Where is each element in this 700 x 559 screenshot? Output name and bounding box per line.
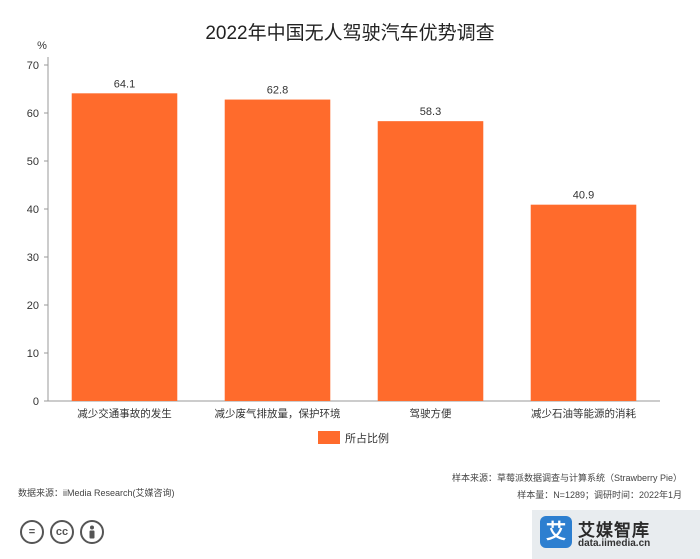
brand-logo: 艾 [540, 516, 572, 548]
brand-block: 艾 艾媒智库 data.iimedia.cn [532, 510, 700, 559]
data-label: 64.1 [114, 78, 135, 90]
bar-chart: % 0 10 20 30 40 50 60 70 64.1 减少交通事故的发生 62.8 减少废气排放量… [27, 40, 660, 445]
x-tick-label: 驾驶方便 [410, 407, 452, 420]
y-tick-label: 20 [27, 300, 39, 312]
y-tick-label: 60 [27, 108, 39, 120]
person-icon [80, 520, 104, 544]
brand-name: 艾媒智库 [578, 521, 650, 540]
bar [224, 99, 331, 401]
data-source: 数据来源：iiMedia Research(艾媒咨询) [18, 488, 175, 498]
x-tick-label: 减少交通事故的发生 [77, 407, 172, 420]
y-tick-label: 30 [27, 252, 39, 264]
bar [377, 121, 484, 401]
equals-icon: = [20, 520, 44, 544]
legend-label: 所占比例 [345, 431, 389, 445]
data-label: 58.3 [420, 106, 441, 118]
license-icons: = cc [20, 520, 104, 544]
legend-swatch [318, 431, 340, 444]
y-tick-label: 10 [27, 348, 39, 360]
x-tick-label: 减少石油等能源的消耗 [531, 407, 636, 420]
y-tick-label: 50 [27, 156, 39, 168]
y-tick-label: 0 [33, 396, 39, 408]
x-tick-label: 减少废气排放量，保护环境 [215, 407, 341, 420]
y-axis-unit: % [37, 40, 47, 52]
cc-icon: cc [50, 520, 74, 544]
chart-title: 2022年中国无人驾驶汽车优势调查 [205, 23, 495, 44]
y-tick-label: 70 [27, 60, 39, 72]
sample-notes: 样本来源：草莓派数据调查与计算系统（Strawberry Pie） 样本量：N=… [452, 470, 682, 504]
bar [530, 204, 637, 401]
y-tick-label: 40 [27, 204, 39, 216]
sample-source: 样本来源：草莓派数据调查与计算系统（Strawberry Pie） [451, 473, 682, 483]
bar [71, 93, 178, 401]
data-label: 40.9 [573, 190, 594, 202]
data-label: 62.8 [267, 85, 288, 97]
brand-url: data.iimedia.cn [578, 538, 651, 549]
sample-info: 样本量：N=1289；调研时间：2022年1月 [517, 490, 682, 500]
